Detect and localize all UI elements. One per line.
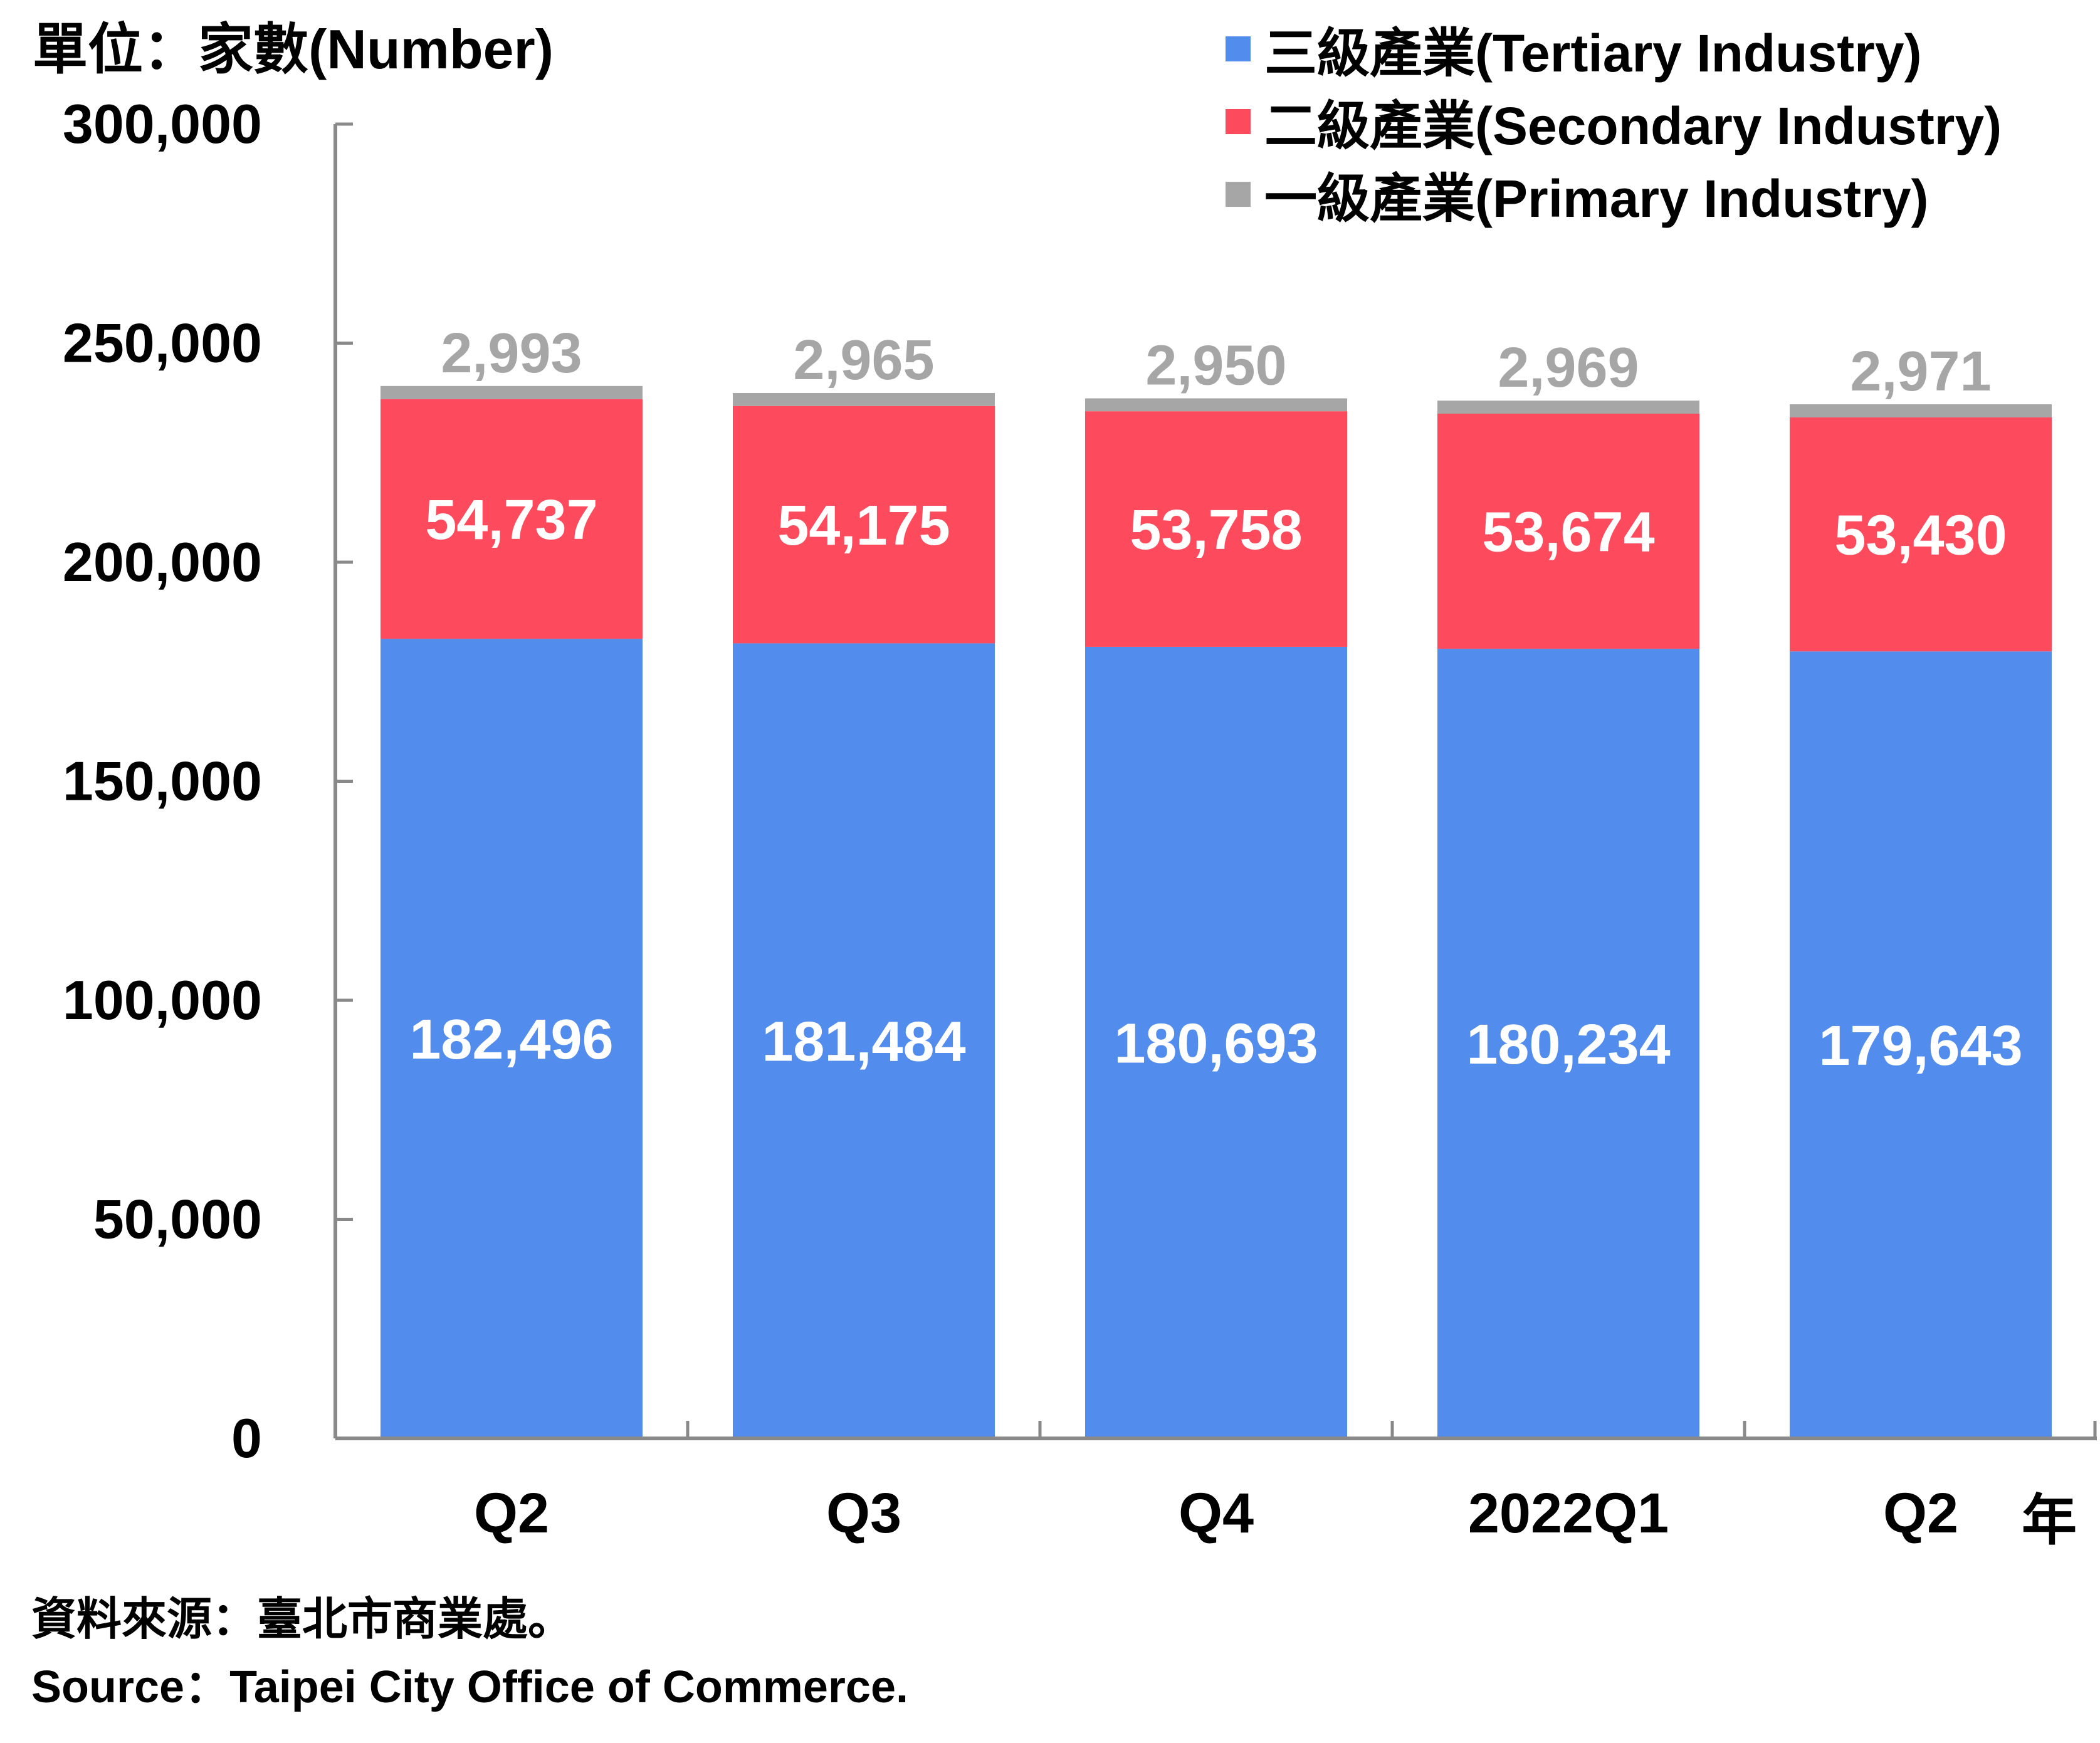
x-axis-suffix: 年 [2022, 1489, 2077, 1551]
source-line-en: Source：Taipei City Office of Commerce. [31, 1662, 909, 1712]
source-line-zh: 資料來源：臺北市商業處。 [31, 1594, 574, 1645]
y-tick-label: 0 [231, 1407, 262, 1469]
data-label-secondary: 54,175 [777, 495, 950, 557]
bar-segment-secondary [1085, 411, 1347, 647]
data-label-secondary: 53,758 [1130, 499, 1302, 562]
data-label-primary: 2,965 [793, 329, 934, 392]
x-category-label: Q3 [826, 1482, 901, 1545]
y-tick-label: 100,000 [63, 969, 262, 1031]
bar-segment-secondary [1790, 417, 2052, 652]
data-label-secondary: 53,674 [1482, 501, 1654, 564]
data-label-tertiary: 181,484 [762, 1011, 965, 1074]
bar-segment-primary [1085, 398, 1347, 412]
y-tick-label: 200,000 [63, 531, 262, 593]
bar-segment-tertiary [733, 643, 995, 1438]
legend-swatch-secondary [1226, 109, 1251, 134]
legend-swatch-primary [1226, 182, 1251, 207]
legend-swatch-tertiary [1226, 36, 1251, 61]
legend-item-secondary: 二級產業(Secondary Industry) [1226, 85, 2002, 158]
data-label-primary: 2,993 [441, 322, 582, 385]
legend: 三級產業(Tertiary Industry) 二級產業(Secondary I… [1226, 13, 2002, 231]
legend-label-secondary: 二級產業(Secondary Industry) [1264, 96, 2002, 155]
bar-segment-primary [1790, 404, 2052, 417]
x-category-label: Q2 [1883, 1482, 1958, 1545]
data-label-primary: 2,969 [1498, 337, 1639, 399]
data-label-primary: 2,950 [1145, 335, 1286, 397]
bar-segment-secondary [733, 406, 995, 644]
y-tick-label: 150,000 [63, 750, 262, 812]
source-note: 資料來源：臺北市商業處。 Source：Taipei City Office o… [31, 1586, 908, 1721]
y-tick-label: 250,000 [63, 312, 262, 374]
data-label-secondary: 54,737 [425, 489, 597, 552]
bar-segment-tertiary [1437, 649, 1699, 1438]
data-label-tertiary: 179,643 [1819, 1015, 2022, 1077]
data-label-tertiary: 182,496 [409, 1008, 613, 1071]
legend-item-primary: 一級產業(Primary Industry) [1226, 158, 2002, 231]
bar-segment-tertiary [381, 639, 643, 1438]
bar-segment-primary [381, 385, 643, 399]
bar-segment-primary [733, 393, 995, 406]
bar-segment-secondary [1437, 413, 1699, 649]
unit-label: 單位：家數(Number) [33, 18, 554, 80]
bar-segment-secondary [381, 399, 643, 639]
data-label-secondary: 53,430 [1834, 505, 2007, 567]
bar-segment-tertiary [1790, 651, 2052, 1438]
data-label-tertiary: 180,693 [1114, 1012, 1318, 1075]
legend-label-primary: 一級產業(Primary Industry) [1264, 169, 1929, 228]
x-category-label: Q2 [474, 1482, 549, 1545]
legend-item-tertiary: 三級產業(Tertiary Industry) [1226, 13, 2002, 85]
legend-label-tertiary: 三級產業(Tertiary Industry) [1264, 23, 1922, 83]
y-tick-label: 300,000 [63, 93, 262, 155]
data-label-tertiary: 180,234 [1466, 1013, 1670, 1076]
bar-segment-primary [1437, 400, 1699, 414]
y-tick-label: 50,000 [93, 1188, 262, 1250]
x-category-label: Q4 [1179, 1482, 1254, 1545]
x-category-label: 2022Q1 [1468, 1482, 1669, 1545]
bar-segment-tertiary [1085, 646, 1347, 1438]
data-label-primary: 2,971 [1850, 340, 1991, 403]
